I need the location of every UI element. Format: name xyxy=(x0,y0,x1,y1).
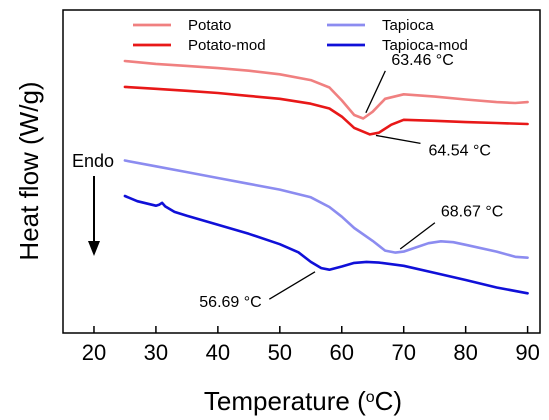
legend-label-tapioca-mod: Tapioca-mod xyxy=(382,37,468,54)
legend-label-potato: Potato xyxy=(188,17,231,34)
annotation-layer: 63.46 °C 64.54 °C 68.67 °C 56.69 °C xyxy=(199,52,503,311)
annotation-leader xyxy=(365,70,386,114)
annotation-label: 68.67 °C xyxy=(441,204,503,221)
annotation-label: 64.54 °C xyxy=(428,142,490,159)
x-tick-label: 40 xyxy=(206,340,230,365)
series-line-tapioca xyxy=(123,159,529,259)
endo-label: Endo xyxy=(72,151,114,171)
x-tick-label: 60 xyxy=(330,340,354,365)
legend-label-tapioca: Tapioca xyxy=(382,17,434,34)
x-tick-label: 90 xyxy=(515,340,539,365)
annotation-leader xyxy=(399,222,436,250)
x-tick-label: 50 xyxy=(268,340,292,365)
series-line-tapioca-mod xyxy=(123,194,529,295)
annotation-label: 56.69 °C xyxy=(199,294,261,311)
legend: Potato Potato-mod Tapioca Tapioca-mod xyxy=(133,17,468,54)
legend-label-potato-mod: Potato-mod xyxy=(188,37,266,54)
x-tick-label: 80 xyxy=(453,340,477,365)
series-line-potato xyxy=(123,59,529,120)
series-layer xyxy=(123,59,529,295)
annotation-leader xyxy=(375,134,421,144)
x-axis-title-sup: o xyxy=(366,389,375,406)
x-axis-title-end: C) xyxy=(375,386,402,416)
x-axis-title-main: Temperature ( xyxy=(204,386,366,416)
annotation-leader xyxy=(268,271,316,300)
endo-arrow xyxy=(88,176,100,256)
plot-frame xyxy=(62,9,541,334)
y-axis-title: Heat flow (W/g) xyxy=(14,81,44,260)
x-tick-label: 30 xyxy=(144,340,168,365)
x-tick-label: 70 xyxy=(391,340,415,365)
x-axis-title: Temperature (oC) xyxy=(204,386,402,416)
x-tick-label: 20 xyxy=(82,340,106,365)
annotation-label: 63.46 °C xyxy=(391,52,453,69)
x-axis: 20 30 40 50 60 70 80 90 xyxy=(82,326,540,365)
series-line-potato-mod xyxy=(123,85,529,136)
